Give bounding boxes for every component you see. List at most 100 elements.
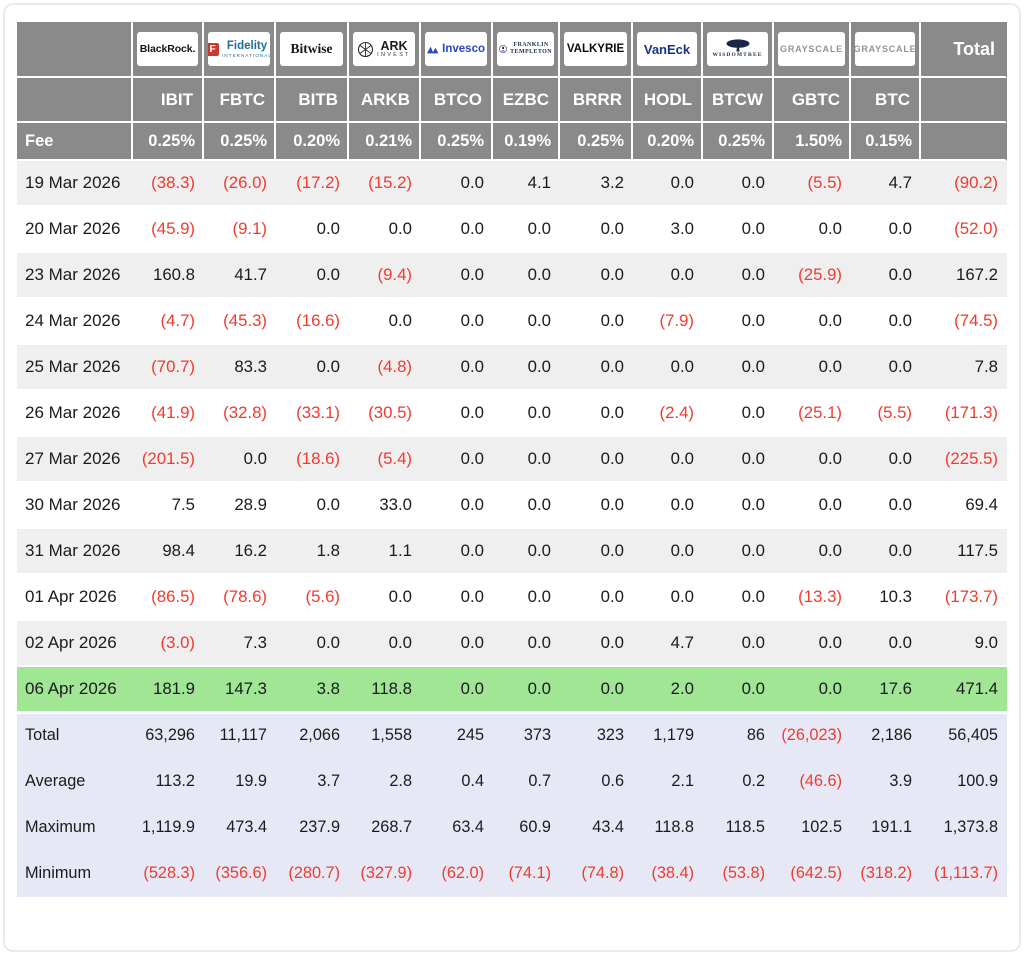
ticker-header-gbtc: GBTC xyxy=(774,78,851,123)
summary-value-cell: 3.7 xyxy=(276,759,349,805)
value-cell: 0.0 xyxy=(633,529,703,575)
value-cell: 0.0 xyxy=(560,345,633,391)
summary-label-cell: Minimum xyxy=(17,851,133,897)
summary-value-cell: (74.8) xyxy=(560,851,633,897)
date-cell: 25 Mar 2026 xyxy=(17,345,133,391)
value-cell: 0.0 xyxy=(633,345,703,391)
table-row: 31 Mar 2026 98.4 16.2 1.8 1.1 0.0 0.0 0.0 0.0 0.0… xyxy=(17,529,1007,575)
value-cell: 0.0 xyxy=(560,667,633,713)
value-cell: 0.0 xyxy=(703,345,774,391)
summary-value-cell: 102.5 xyxy=(774,805,851,851)
value-cell: 118.8 xyxy=(349,667,421,713)
value-cell: 0.0 xyxy=(276,345,349,391)
franklin-wordmark: FRANKLIN xyxy=(513,41,549,48)
ticker-blank-cell xyxy=(17,78,133,123)
invesco-logo: Invesco xyxy=(425,32,487,66)
value-cell: 0.0 xyxy=(276,621,349,667)
value-cell: 0.0 xyxy=(633,161,703,207)
value-cell: 0.0 xyxy=(421,161,493,207)
value-cell: (4.7) xyxy=(133,299,204,345)
value-cell: (15.2) xyxy=(349,161,421,207)
summary-value-cell: 1,558 xyxy=(349,713,421,759)
wisdomtree-tree-icon xyxy=(726,39,749,52)
value-cell: 0.0 xyxy=(560,529,633,575)
date-cell: 20 Mar 2026 xyxy=(17,207,133,253)
row-total-cell: 7.8 xyxy=(921,345,1007,391)
value-cell: 0.0 xyxy=(774,207,851,253)
value-cell: 3.8 xyxy=(276,667,349,713)
summary-value-cell: (642.5) xyxy=(774,851,851,897)
fee-value-cell: 0.15% xyxy=(851,123,921,161)
value-cell: 7.5 xyxy=(133,483,204,529)
summary-value-cell: 118.8 xyxy=(633,805,703,851)
value-cell: 0.0 xyxy=(560,391,633,437)
summary-value-cell: 268.7 xyxy=(349,805,421,851)
summary-value-cell: 191.1 xyxy=(851,805,921,851)
value-cell: (7.9) xyxy=(633,299,703,345)
value-cell: 0.0 xyxy=(493,299,560,345)
row-total-cell: 167.2 xyxy=(921,253,1007,299)
summary-value-cell: 113.2 xyxy=(133,759,204,805)
vaneck-wordmark: VanEck xyxy=(643,41,691,57)
value-cell: 0.0 xyxy=(703,161,774,207)
summary-value-cell: 43.4 xyxy=(560,805,633,851)
grayscale-wordmark: GRAYSCALE xyxy=(855,44,915,54)
table-row: 24 Mar 2026 (4.7) (45.3) (16.6) 0.0 0.0 0.0 0.0… xyxy=(17,299,1007,345)
table-row: 25 Mar 2026 (70.7) 83.3 0.0 (4.8) 0.0 0.0 0.0 0.… xyxy=(17,345,1007,391)
value-cell: 0.0 xyxy=(851,437,921,483)
value-cell: 0.0 xyxy=(204,437,276,483)
value-cell: 0.0 xyxy=(560,483,633,529)
provider-logo-cell: VALKYRIE xyxy=(560,22,633,78)
value-cell: 0.0 xyxy=(421,345,493,391)
value-cell: 0.0 xyxy=(633,575,703,621)
value-cell: (32.8) xyxy=(204,391,276,437)
ticker-header-btco: BTCO xyxy=(421,78,493,123)
blackrock-logo: BlackRock. xyxy=(137,32,198,66)
summary-total-cell: (1,113.7) xyxy=(921,851,1007,897)
ticker-header-bitb: BITB xyxy=(276,78,349,123)
date-cell: 26 Mar 2026 xyxy=(17,391,133,437)
value-cell: (45.9) xyxy=(133,207,204,253)
value-cell: 0.0 xyxy=(276,483,349,529)
summary-value-cell: 373 xyxy=(493,713,560,759)
row-total-cell: 471.4 xyxy=(921,667,1007,713)
value-cell: 0.0 xyxy=(633,437,703,483)
value-cell: (70.7) xyxy=(133,345,204,391)
ark-logo: ARK INVEST xyxy=(353,32,415,66)
bitwise-logo: Bitwise xyxy=(280,32,343,66)
summary-total-cell: 56,405 xyxy=(921,713,1007,759)
summary-label-cell: Maximum xyxy=(17,805,133,851)
value-cell: 0.0 xyxy=(851,483,921,529)
value-cell: (9.1) xyxy=(204,207,276,253)
value-cell: 0.0 xyxy=(703,529,774,575)
summary-label-cell: Average xyxy=(17,759,133,805)
value-cell: 0.0 xyxy=(851,529,921,575)
value-cell: 0.0 xyxy=(493,345,560,391)
summary-value-cell: (528.3) xyxy=(133,851,204,897)
date-cell: 02 Apr 2026 xyxy=(17,621,133,667)
etf-flow-table: BlackRock. F Fidelity INTERNATIONAL Bitwise A… xyxy=(17,22,1007,897)
ticker-row: IBIT FBTC BITB ARKB BTCO EZBC BRRR HODL BTCW GBTC… xyxy=(17,78,1007,123)
templeton-wordmark: TEMPLETON xyxy=(510,49,552,55)
value-cell: 3.0 xyxy=(633,207,703,253)
value-cell: (45.3) xyxy=(204,299,276,345)
summary-row-minimum: Minimum (528.3) (356.6) (280.7) (327.9) (62.0… xyxy=(17,851,1007,897)
value-cell: 0.0 xyxy=(633,253,703,299)
value-cell: 41.7 xyxy=(204,253,276,299)
value-cell: 0.0 xyxy=(276,207,349,253)
value-cell: 147.3 xyxy=(204,667,276,713)
value-cell: 0.0 xyxy=(349,207,421,253)
invesco-wordmark: Invesco xyxy=(442,43,485,55)
table-body: 19 Mar 2026 (38.3) (26.0) (17.2) (15.2) 0.0 4.… xyxy=(17,161,1007,713)
summary-value-cell: 19.9 xyxy=(204,759,276,805)
value-cell: 1.8 xyxy=(276,529,349,575)
fidelity-logo: F Fidelity INTERNATIONAL xyxy=(208,32,270,66)
row-total-cell: 69.4 xyxy=(921,483,1007,529)
summary-value-cell: 0.4 xyxy=(421,759,493,805)
value-cell: 0.0 xyxy=(703,253,774,299)
provider-logo-cell: ARK INVEST xyxy=(349,22,421,78)
value-cell: 0.0 xyxy=(774,299,851,345)
value-cell: 0.0 xyxy=(493,529,560,575)
value-cell: 0.0 xyxy=(703,391,774,437)
fee-value-cell: 0.25% xyxy=(421,123,493,161)
